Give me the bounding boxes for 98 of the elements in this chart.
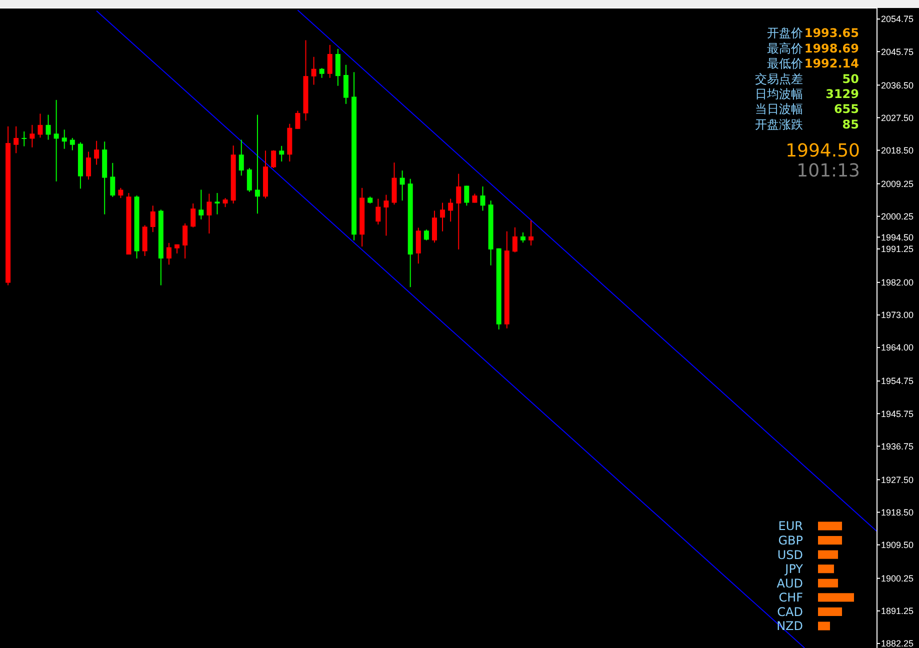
- y-tick-label: 2027.50: [881, 112, 914, 123]
- candlestick: [271, 150, 276, 168]
- candlestick: [335, 48, 340, 86]
- candlestick: [222, 198, 228, 208]
- candlestick: [22, 130, 27, 147]
- candlestick: [198, 189, 204, 220]
- line-series: [297, 10, 878, 532]
- candlestick: [38, 113, 43, 138]
- y-tick-label: 2054.75: [881, 14, 914, 24]
- bar: [818, 593, 854, 602]
- candlestick: [166, 242, 172, 266]
- annotation: 101:13: [796, 160, 860, 182]
- y-tick-label: 1936.75: [881, 441, 914, 452]
- y-tick-label: EUR: [778, 519, 803, 534]
- candlestick: [150, 205, 156, 233]
- y-tick-label: CHF: [778, 590, 804, 605]
- annotation: 当日波幅: [755, 102, 803, 116]
- candlestick: [432, 210, 437, 244]
- candlestick: [456, 173, 462, 250]
- candlestick: [472, 193, 478, 204]
- bar: [818, 550, 838, 559]
- candlestick: [279, 145, 284, 162]
- y-tick-label: JPY: [784, 562, 804, 576]
- candlestick: [327, 44, 332, 78]
- candlestick: [440, 202, 446, 232]
- candlestick: [30, 124, 35, 148]
- annotation: 1998.69: [804, 41, 859, 56]
- candlestick: [528, 220, 534, 246]
- candlestick: [182, 222, 188, 259]
- y-tick-label: 1945.75: [881, 408, 914, 419]
- y-tick-label: 2000.25: [881, 211, 914, 222]
- bar: [818, 522, 842, 530]
- y-tick-label: 1891.25: [881, 606, 914, 616]
- bar: [818, 564, 834, 574]
- annotation: 1993.65: [804, 26, 859, 40]
- candlestick: [14, 126, 19, 154]
- y-tick-label: CAD: [777, 604, 803, 619]
- candlestick: [376, 198, 381, 225]
- bar: [818, 607, 842, 616]
- candlestick: [384, 194, 389, 236]
- candlestick: [311, 56, 316, 86]
- candlestick: [206, 193, 212, 234]
- y-tick-label: 2009.25: [881, 178, 914, 189]
- annotation: 85: [842, 117, 859, 132]
- y-tick-label: 1964.00: [881, 342, 914, 353]
- annotation: 最高价: [767, 41, 803, 56]
- candlestick: [190, 202, 196, 228]
- annotation: 最低价: [767, 56, 803, 71]
- annotation: 开盘涨跌: [755, 117, 803, 132]
- annotation: 1992.14: [804, 56, 859, 71]
- candlestick: [86, 151, 92, 180]
- annotation: 655: [834, 102, 859, 116]
- candlestick: [214, 192, 220, 215]
- y-tick-label: 1882.25: [881, 638, 914, 648]
- candlestick: [295, 110, 300, 130]
- bar: [818, 622, 830, 630]
- y-tick-label: 1918.50: [881, 507, 914, 518]
- y-tick-label: 1991.25: [881, 244, 914, 254]
- candlestick: [254, 114, 260, 214]
- candlestick: [319, 68, 324, 78]
- y-tick-label: 2045.75: [881, 46, 914, 57]
- y-tick-label: 1927.50: [881, 474, 914, 485]
- candlestick: [118, 187, 124, 199]
- y-tick-label: AUD: [776, 576, 803, 590]
- candlestick: [94, 140, 100, 166]
- candlestick: [400, 170, 405, 202]
- candlestick: [480, 186, 486, 212]
- annotation: 交易点差: [755, 72, 803, 86]
- y-tick-label: 2036.50: [881, 80, 914, 90]
- candlestick: [512, 226, 518, 253]
- y-tick-label: 1973.00: [881, 310, 914, 320]
- bar: [818, 536, 842, 545]
- candlestick: [416, 227, 421, 264]
- y-tick-label: 1909.50: [881, 540, 914, 550]
- candlestick: [62, 129, 67, 150]
- candlestick: [464, 185, 470, 206]
- annotation: 50: [842, 72, 859, 86]
- candlestick: [70, 137, 75, 151]
- candlestick: [448, 198, 454, 222]
- y-tick-label: GBP: [778, 533, 803, 548]
- candlestick: [424, 229, 429, 241]
- y-tick-label: 1900.25: [881, 573, 914, 584]
- y-tick-label: USD: [777, 548, 803, 562]
- y-tick-label: 1982.00: [881, 278, 914, 288]
- annotation: 日均波幅: [755, 87, 803, 101]
- candlestick: [520, 232, 526, 244]
- y-tick-label: 2018.50: [881, 145, 914, 156]
- candlestick: [110, 162, 116, 198]
- bar: [818, 578, 838, 588]
- annotation: 3129: [826, 87, 859, 101]
- candlestick: [54, 99, 59, 182]
- candlestick: [238, 139, 244, 176]
- y-tick-label: 1994.50: [881, 232, 914, 242]
- candlestick: [46, 114, 51, 140]
- candlestick: [246, 168, 252, 192]
- annotation: 开盘价: [767, 26, 803, 40]
- y-tick-label: 1954.75: [881, 376, 914, 386]
- candlestick: [343, 64, 348, 104]
